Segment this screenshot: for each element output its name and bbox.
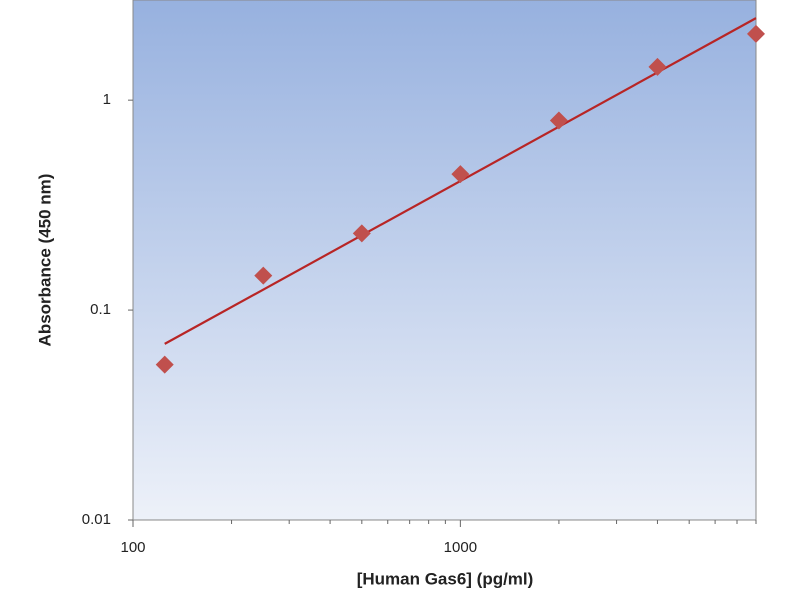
data-point — [155, 355, 174, 374]
y-tick-label: 1 — [103, 91, 111, 108]
x-tick-label: 1000 — [444, 539, 477, 556]
data-point — [648, 57, 667, 76]
data-point — [451, 165, 470, 184]
x-axis-title: [Human Gas6] (pg/ml) — [357, 569, 534, 588]
x-tick-label: 100 — [120, 539, 145, 556]
data-point — [549, 111, 568, 130]
y-axis-title: Absorbance (450 nm) — [35, 174, 54, 347]
y-tick-label: 0.01 — [82, 511, 111, 528]
data-point — [747, 24, 765, 43]
plot-area — [132, 0, 757, 521]
data-point — [352, 224, 371, 243]
data-point — [254, 266, 273, 285]
y-tick-label: 0.1 — [90, 301, 111, 318]
